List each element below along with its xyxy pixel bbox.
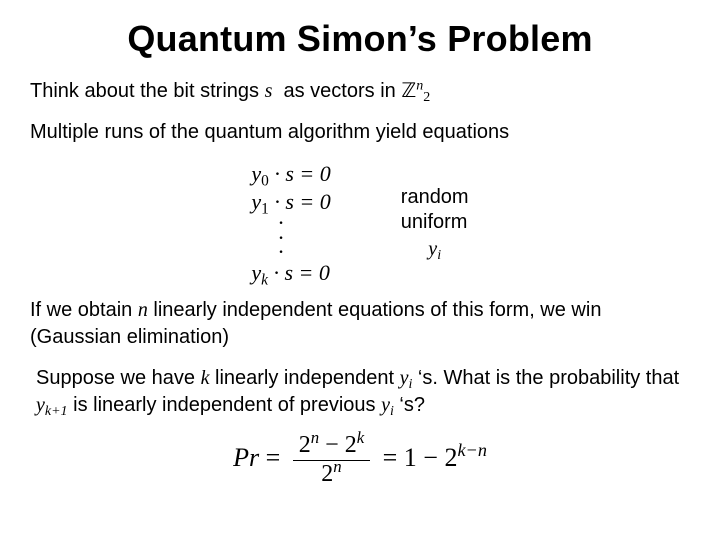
prob-den: 2n [293, 461, 370, 487]
var-s: s [265, 80, 273, 102]
line-2: Multiple runs of the quantum algorithm y… [30, 119, 690, 146]
line4-yi2-y: y [381, 394, 390, 416]
line-4: Suppose we have k linearly independent y… [36, 365, 690, 419]
eq-row-0: y0 · s = 0 [251, 160, 330, 188]
line1-pre: Think about the bit strings [30, 80, 265, 102]
annot-line2: uniform [401, 211, 468, 233]
line1-mid: as vectors in [284, 80, 402, 102]
line4-c: ‘s. What is the probability that [412, 367, 679, 389]
prob-num: 2n − 2k [293, 433, 370, 460]
eqk-rest: · s = 0 [268, 260, 330, 285]
equation-system: y0 · s = 0 y1 · s = 0 ··· yk · s = 0 [251, 160, 330, 287]
prob-num-a: 2 [299, 432, 311, 458]
slide-root: Quantum Simon’s Problem Think about the … [0, 0, 720, 540]
prob-eq2: = 1 − 2 [383, 443, 458, 472]
line-3: If we obtain n linearly independent equa… [30, 297, 690, 351]
prob-num-b-sup: k [357, 428, 364, 447]
line3-a: If we obtain [30, 299, 138, 321]
prob-num-minus: − [319, 432, 345, 458]
prob-den-a: 2 [321, 461, 333, 487]
prob-num-b: 2 [345, 432, 357, 458]
line4-b: linearly independent [209, 367, 399, 389]
eqk-ysub: k [261, 272, 268, 289]
annot-y-sub: i [437, 248, 441, 263]
prob-eqline: Pr = 2n − 2k 2n = 1 − 2k−n [233, 443, 487, 472]
eq-row-k: yk · s = 0 [251, 259, 330, 287]
equations-annotation: random uniform yi [401, 185, 469, 262]
space-sub: 2 [423, 90, 430, 105]
prob-lhs: Pr [233, 443, 259, 472]
line4-yk1-sub: k+1 [45, 405, 68, 420]
eq0-y: y [251, 161, 261, 186]
eq-vdots: ··· [251, 216, 330, 259]
probability-equation: Pr = 2n − 2k 2n = 1 − 2k−n [30, 433, 690, 486]
space-Z: ℤ [401, 80, 416, 102]
prob-num-a-sup: n [311, 428, 319, 447]
annot-y: y [428, 238, 437, 260]
line4-a: Suppose we have [36, 367, 201, 389]
equations-block: y0 · s = 0 y1 · s = 0 ··· yk · s = 0 ran… [30, 160, 690, 287]
line4-d: is linearly independent of previous [68, 394, 382, 416]
eq0-ysub: 0 [261, 173, 269, 190]
slide-title: Quantum Simon’s Problem [30, 18, 690, 60]
line-1: Think about the bit strings s as vectors… [30, 78, 690, 105]
eqk-y: y [251, 260, 261, 285]
prob-frac: 2n − 2k 2n [293, 433, 370, 486]
line4-e: ‘s? [394, 394, 425, 416]
line3-n: n [138, 299, 148, 321]
eq1-ysub: 1 [261, 201, 269, 218]
eq0-rest: · s = 0 [269, 161, 331, 186]
prob-eq1: = [259, 443, 287, 472]
line4-yk1-y: y [36, 394, 45, 416]
prob-rhs-sup: k−n [457, 440, 486, 460]
annot-line1: random [401, 186, 469, 208]
eq-row-1: y1 · s = 0 [251, 188, 330, 216]
annot-var: yi [401, 237, 469, 262]
prob-den-a-sup: n [333, 456, 341, 475]
eq1-y: y [251, 189, 261, 214]
